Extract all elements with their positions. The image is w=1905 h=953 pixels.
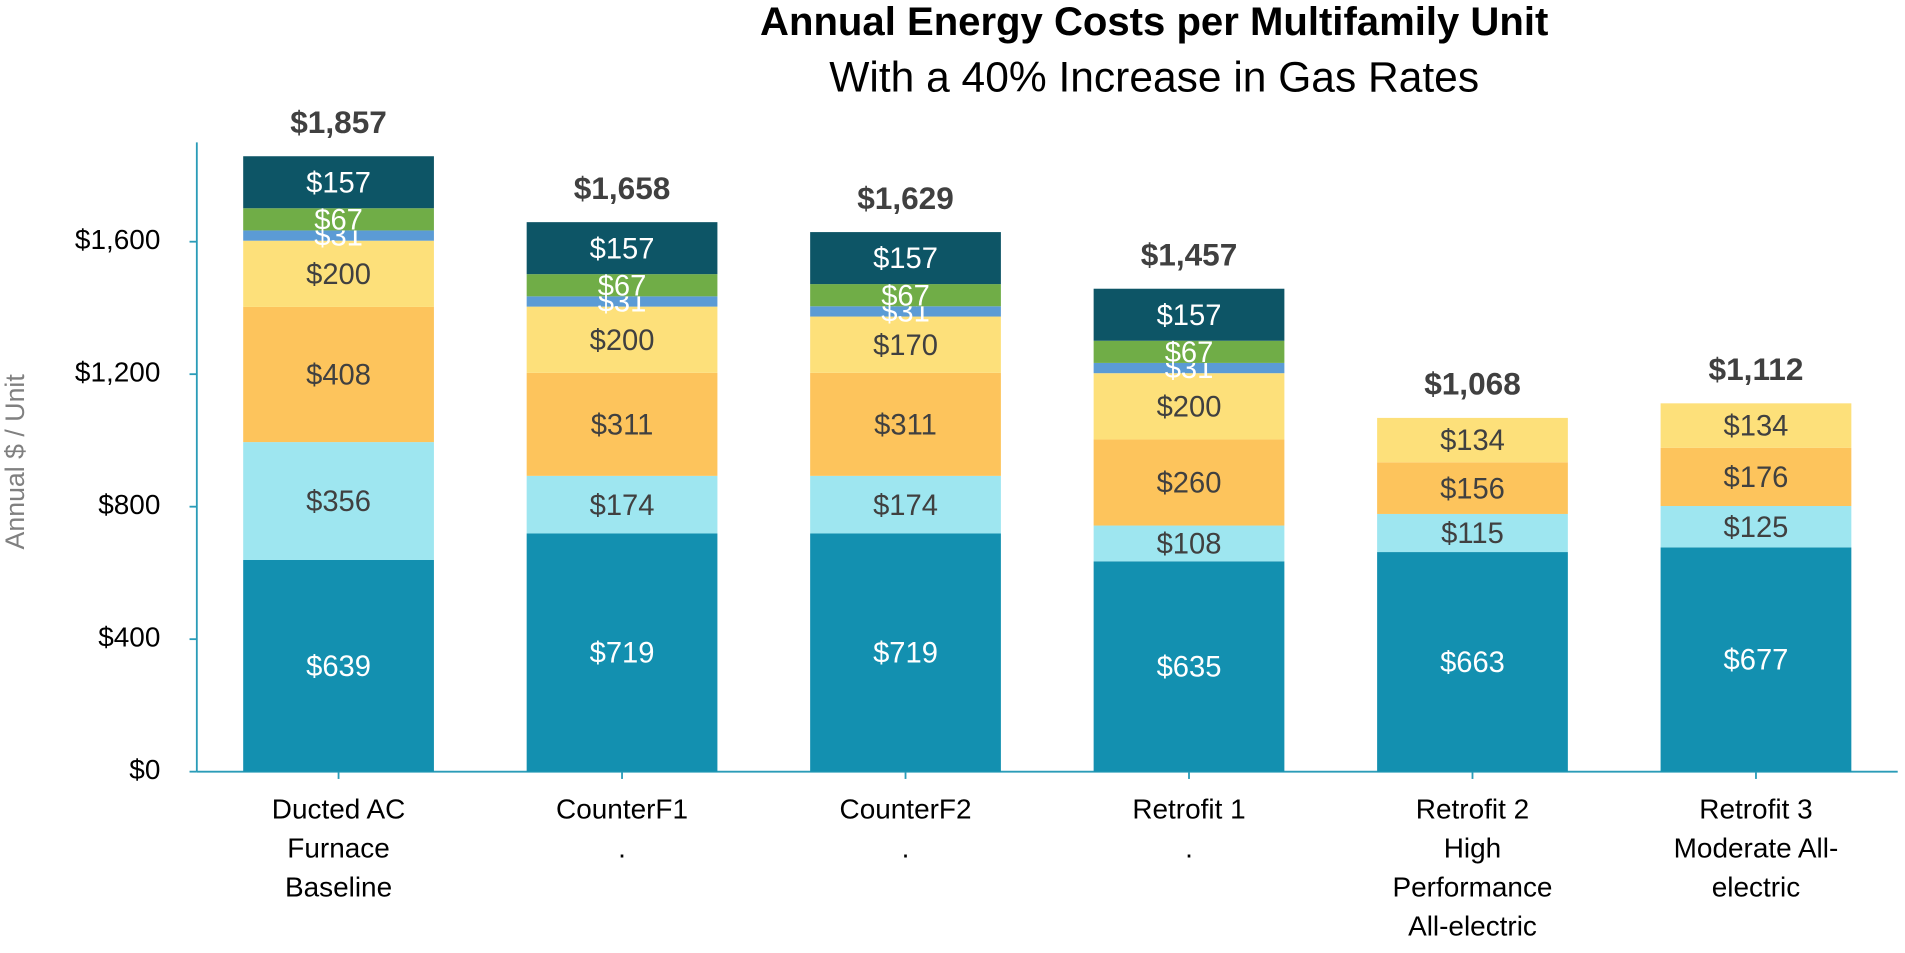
bar-segment [1377,513,1568,553]
value-label: $356 [306,486,371,518]
bar-segment [1093,525,1285,562]
y-tick-label: $1,200 [75,357,160,388]
value-label: $115 [1441,518,1504,550]
bar-segment [243,442,434,561]
x-tick-label: Retrofit 1. [1132,794,1245,864]
bar-segment [1660,447,1852,507]
value-label: $311 [874,409,937,441]
bar-segment [243,560,434,772]
total-label: $1,112 [1709,351,1804,387]
value-label: $157 [590,233,655,265]
total-label: $1,629 [857,180,954,216]
value-label: $157 [873,243,938,275]
value-label: $200 [1157,391,1222,423]
value-label: $67 [314,204,363,236]
chart-title: Annual Energy Costs per Multifamily Unit [760,0,1548,44]
bar-segment [810,372,1001,476]
bar-segment [1093,288,1285,341]
value-label: $134 [1724,411,1789,443]
value-label: $663 [1440,647,1505,679]
value-label: $157 [306,167,371,199]
value-label: $67 [1165,337,1214,369]
bar-segment [243,306,434,443]
bar-segment [810,232,1001,285]
bar-segment [243,240,434,307]
x-tick-label: Retrofit 3 Moderate All-electric [1674,794,1839,903]
y-tick-label: $0 [129,754,160,785]
value-label: $108 [1157,529,1222,561]
value-label: $677 [1724,645,1789,677]
value-label: $311 [591,409,654,441]
value-label: $157 [1157,300,1222,332]
value-label: $67 [881,280,930,312]
bar-segment [1093,373,1285,440]
total-label: $1,857 [290,104,387,140]
value-label: $719 [590,638,655,670]
bar-segment [810,316,1001,373]
value-label: $170 [873,330,938,362]
bar-segment [1377,552,1568,772]
value-label: $635 [1157,652,1222,684]
value-label: $174 [873,490,938,522]
value-label: $408 [306,360,371,392]
bar-segment [1660,403,1852,448]
x-tick-label: Retrofit 2 High Performance All-electric [1393,794,1553,942]
bar-segment [526,533,718,772]
bar-segment [810,284,1001,307]
x-tick-label: CounterF2. [840,794,972,864]
value-label: $125 [1724,512,1789,544]
total-label: $1,658 [574,170,671,206]
y-tick-label: $1,600 [75,224,160,255]
bar-segment [1377,462,1568,514]
bar-segment [810,306,1001,317]
bar-segment [526,274,718,297]
bar-segment [810,533,1001,772]
chart-subtitle: With a 40% Increase in Gas Rates [829,55,1479,102]
y-tick-label: $400 [98,622,160,653]
x-tick-label: Ducted AC Furnace Baseline [272,794,406,903]
bar-segment [243,230,434,241]
total-label: $1,068 [1424,366,1521,402]
y-axis-label: Annual $ / Unit [0,374,30,550]
bar-segment [1093,362,1285,374]
bar-segment [1660,506,1852,548]
bar-segment [1093,439,1285,526]
bar-segment [1377,417,1568,463]
value-label: $200 [590,325,655,357]
bar-segment [1660,547,1852,772]
value-label: $260 [1157,468,1222,500]
total-label: $1,457 [1141,236,1238,272]
value-label: $176 [1724,462,1789,494]
value-label: $639 [306,651,371,683]
bar-segment [526,222,718,275]
value-label: $200 [306,259,371,291]
bar-segment [526,296,718,307]
value-label: $156 [1440,473,1505,505]
value-label: $67 [598,270,647,302]
bar-segment [526,475,718,534]
bar-segment [1093,561,1285,772]
value-label: $134 [1440,425,1505,457]
bar-segment [1093,340,1285,363]
bar-segment [526,306,718,373]
bar-segment [810,475,1001,534]
value-label: $719 [873,638,938,670]
x-tick-label: CounterF1. [556,794,688,864]
bar-segment [243,208,434,231]
value-label: $174 [590,490,655,522]
y-tick-label: $800 [98,489,160,520]
bar-segment [243,156,434,209]
bar-segment [526,372,718,476]
